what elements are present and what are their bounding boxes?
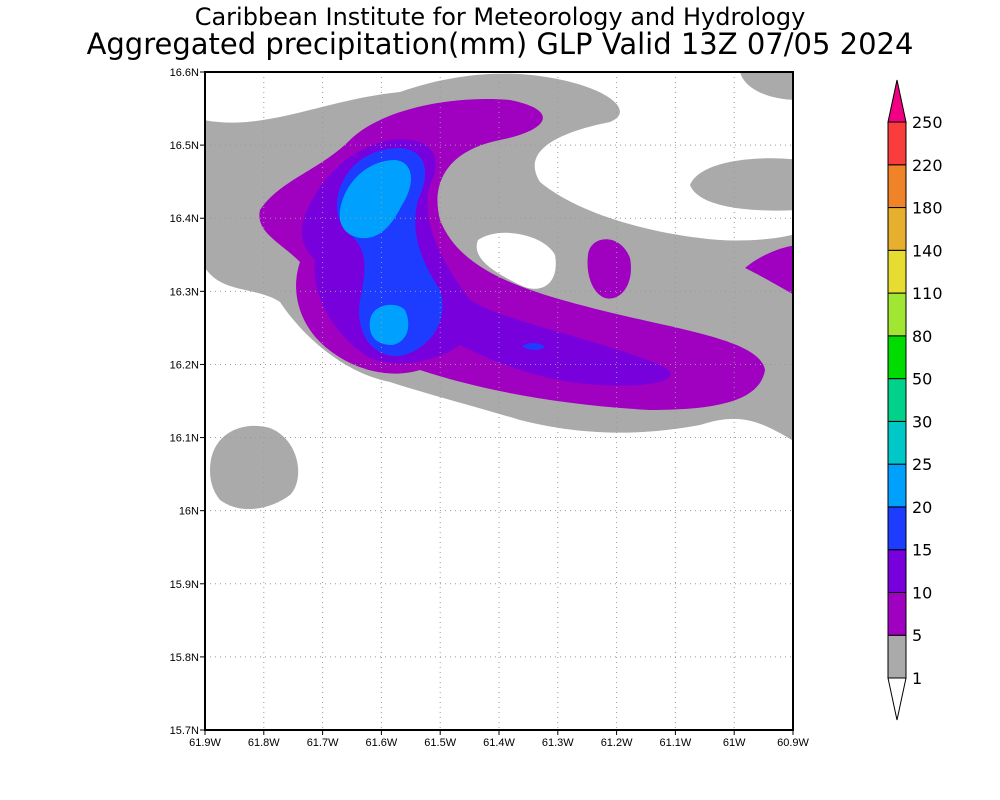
contour-1-5 xyxy=(476,232,556,289)
colorbar-lower-triangle xyxy=(887,677,907,721)
x-tick-label: 61.2W xyxy=(601,737,633,749)
colorbar-band xyxy=(887,121,907,166)
colorbar-label: 250 xyxy=(912,113,943,132)
colorbar-label: 180 xyxy=(912,199,943,218)
colorbar-band xyxy=(887,634,907,679)
colorbar-band xyxy=(887,378,907,422)
y-tick-label: 16.1N xyxy=(170,433,199,445)
contour-fields xyxy=(205,72,793,510)
colorbar-label: 25 xyxy=(912,455,932,474)
colorbar-band xyxy=(887,463,907,508)
contour-5-10 xyxy=(587,239,631,299)
y-tick-label: 16.2N xyxy=(170,359,199,371)
contour-20-25 xyxy=(369,304,409,345)
y-tick-label: 15.8N xyxy=(170,652,199,664)
y-axis: 15.7N 15.8N 15.9N 16N 16.1N 16.2N 16.3N 16.4N 16… xyxy=(170,67,205,737)
colorbar-label: 80 xyxy=(912,327,932,346)
x-tick-label: 61.8W xyxy=(248,737,280,749)
x-tick-label: 61.6W xyxy=(366,737,398,749)
colorbar-label: 5 xyxy=(912,626,922,645)
x-axis: 61.9W 61.8W 61.7W 61.6W 61.5W 61.4W 61.3W 61.2W… xyxy=(189,730,810,749)
x-tick-label: 61W xyxy=(723,737,746,749)
colorbar-band xyxy=(887,292,907,337)
y-tick-label: 16.5N xyxy=(170,140,199,152)
colorbar-band xyxy=(887,164,907,209)
chart-subtitle: Aggregated precipitation(mm) GLP Valid 1… xyxy=(86,27,914,61)
colorbar-band xyxy=(887,549,907,593)
colorbar-band xyxy=(887,591,907,636)
x-tick-label: 61.5W xyxy=(424,737,456,749)
colorbar-label: 110 xyxy=(912,284,943,303)
y-tick-label: 16N xyxy=(179,506,199,518)
contour-1-5 xyxy=(690,158,793,211)
colorbar-label: 1 xyxy=(912,669,922,688)
colorbar-label: 30 xyxy=(912,412,932,431)
colorbar-band xyxy=(887,207,907,251)
x-tick-label: 61.9W xyxy=(189,737,221,749)
contour-1-5 xyxy=(740,72,793,100)
x-tick-label: 61.4W xyxy=(483,737,515,749)
contour-5-10 xyxy=(745,245,793,295)
colorbar-label: 10 xyxy=(912,583,932,602)
x-tick-label: 61.1W xyxy=(660,737,692,749)
y-tick-label: 16.3N xyxy=(170,286,199,298)
x-tick-label: 61.3W xyxy=(542,737,574,749)
colorbar-label: 15 xyxy=(912,541,932,560)
colorbar-band xyxy=(887,506,907,551)
colorbar-band xyxy=(887,335,907,380)
contour-20-25 xyxy=(339,160,412,239)
colorbar-label: 220 xyxy=(912,156,943,175)
y-tick-label: 16.4N xyxy=(170,213,199,225)
y-tick-label: 15.7N xyxy=(170,725,199,737)
contour-1-5 xyxy=(210,425,299,510)
x-tick-label: 60.9W xyxy=(777,737,809,749)
colorbar-label: 50 xyxy=(912,370,932,389)
contour-15-20 xyxy=(522,343,545,350)
colorbar-upper-triangle xyxy=(887,79,907,123)
colorbar-band xyxy=(887,420,907,465)
x-tick-label: 61.7W xyxy=(307,737,339,749)
y-tick-label: 15.9N xyxy=(170,579,199,591)
grid-lines xyxy=(205,72,793,730)
chart-title: Caribbean Institute for Meteorology and … xyxy=(194,3,806,31)
colorbar-label: 140 xyxy=(912,241,943,260)
y-tick-label: 16.6N xyxy=(170,67,199,79)
colorbar-band xyxy=(887,249,907,294)
colorbar-label: 20 xyxy=(912,498,932,517)
